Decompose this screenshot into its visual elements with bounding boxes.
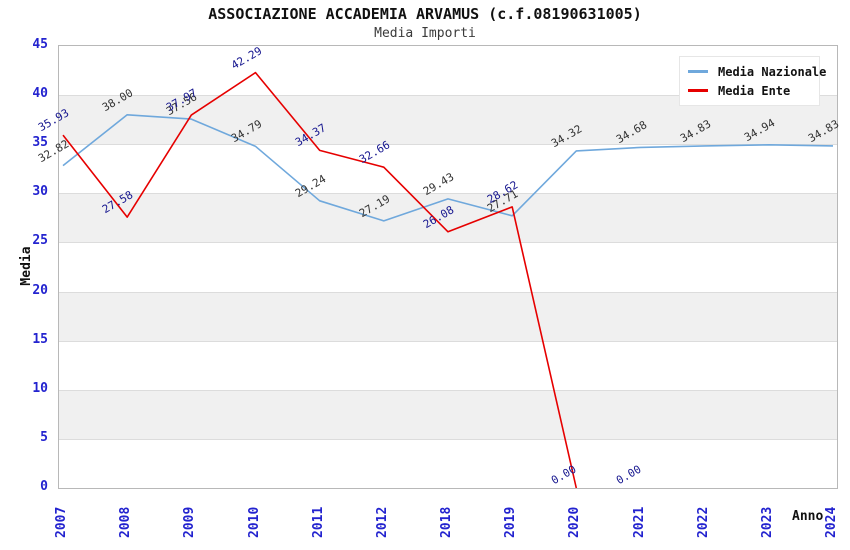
gridline xyxy=(59,292,837,293)
x-axis-title: Anno xyxy=(792,509,824,524)
gridline xyxy=(59,390,837,391)
plot-band xyxy=(59,438,837,488)
series-lines xyxy=(62,71,834,488)
y-tick-label: 30 xyxy=(32,184,48,200)
plot-band xyxy=(59,389,837,439)
x-tick-label: 2024 xyxy=(824,506,839,538)
plot-band xyxy=(59,242,837,292)
x-tick-label: 2008 xyxy=(118,506,134,538)
x-tick-label: 2021 xyxy=(631,506,647,538)
x-tick-label: 2012 xyxy=(374,506,390,538)
gridline xyxy=(59,439,837,440)
x-tick-label: 2010 xyxy=(246,506,262,538)
gridline xyxy=(59,144,837,145)
plot-band xyxy=(59,144,837,194)
x-tick-label: 2019 xyxy=(503,506,519,538)
legend: Media Nazionale Media Ente xyxy=(679,56,826,106)
y-tick-label: 40 xyxy=(32,86,48,102)
plot-band xyxy=(59,193,837,243)
legend-line-swatch xyxy=(688,89,708,92)
x-tick-label: 2020 xyxy=(567,506,583,538)
y-tick-label: 10 xyxy=(32,380,48,396)
y-tick-label: 0 xyxy=(40,479,48,494)
gridline xyxy=(59,341,837,342)
x-tick-label: 2023 xyxy=(759,506,775,538)
x-tick-label: 2022 xyxy=(695,506,711,538)
x-tick-label: 2018 xyxy=(439,506,454,538)
chart-subtitle: Media Importi xyxy=(374,26,476,41)
legend-item: Media Nazionale xyxy=(688,62,826,81)
x-tick-label: 2011 xyxy=(310,506,326,538)
legend-label: Media Nazionale xyxy=(718,64,827,79)
legend-line-swatch xyxy=(688,70,708,73)
y-tick-label: 35 xyxy=(32,135,48,151)
x-tick-label: 2007 xyxy=(54,506,69,538)
x-tick-label: 2009 xyxy=(182,506,198,538)
legend-label: Media Ente xyxy=(718,83,791,98)
chart-title: ASSOCIAZIONE ACCADEMIA ARVAMUS (c.f.0819… xyxy=(208,5,642,23)
plot-band xyxy=(59,291,837,341)
y-tick-label: 15 xyxy=(32,331,48,347)
plot-area: 32.82 38.00 37.56 34.79 29.24 27.19 29.43 27.71… xyxy=(36,44,841,489)
gridline xyxy=(59,95,837,96)
y-tick-label: 45 xyxy=(32,37,48,52)
gridline xyxy=(59,193,837,194)
y-tick-label: 5 xyxy=(40,429,48,445)
series-line-media-nazionale xyxy=(62,114,834,222)
gridline xyxy=(59,242,837,243)
y-tick-label: 25 xyxy=(32,233,48,249)
y-tick-label: 20 xyxy=(32,282,48,298)
legend-item: Media Ente xyxy=(688,81,811,100)
plot-band xyxy=(59,340,837,390)
series-line-media-ente xyxy=(62,71,578,488)
